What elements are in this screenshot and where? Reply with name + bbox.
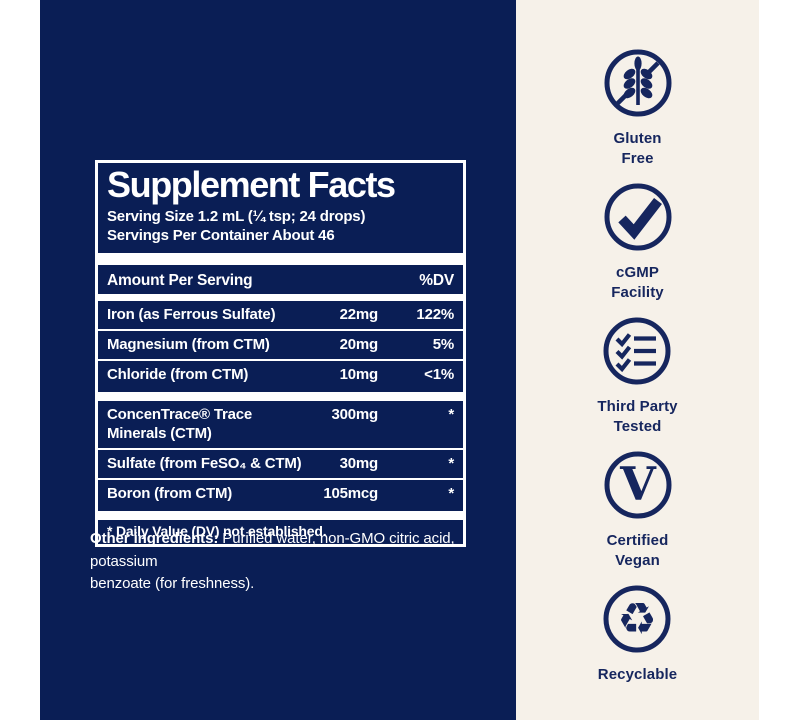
other-ingredients-text: Purified water, non-GMO citric acid, pot… (90, 530, 455, 570)
badge-third-party-tested: Third Party Tested (597, 314, 678, 436)
nutrient-name: ConcenTrace® Trace Minerals (CTM) (107, 406, 253, 442)
nutrient-amount: 105mcg (323, 485, 378, 502)
svg-text:♻: ♻ (618, 594, 657, 645)
divider-bar (98, 510, 463, 520)
nutrient-row-iron: Iron (as Ferrous Sulfate) 22mg 122% (107, 301, 454, 329)
badge-label: Recyclable (597, 666, 678, 683)
nutrient-name: Chloride (from CTM) (107, 366, 249, 383)
nutrient-row-chloride: Chloride (from CTM) 10mg <1% (107, 361, 454, 389)
row-separator (98, 358, 463, 361)
letter-v-icon: V (604, 451, 671, 519)
badge-label: Third Party Tested (597, 398, 678, 435)
amount-per-serving-header: Amount Per Serving (107, 271, 253, 289)
nutrient-dv: * (448, 406, 454, 423)
nutrient-amount: 10mg (339, 366, 379, 383)
daily-value-footnote: * Daily Value (DV) not established. (107, 522, 327, 539)
badge-certified-vegan: V Certified Vegan (601, 448, 675, 570)
other-ingredients-label: Other ingredients: (90, 530, 219, 547)
row-separator (98, 477, 463, 480)
nutrient-row-concentrace: ConcenTrace® Trace Minerals (CTM) 300mg … (107, 401, 454, 448)
row-separator (98, 447, 463, 450)
nutrient-amount: 22mg (339, 306, 379, 323)
divider-bar (98, 391, 463, 401)
nutrient-row-sulfate: Sulfate (from FeSO₄ & CTM) 30mg * (107, 450, 454, 478)
svg-text:V: V (619, 457, 657, 511)
nutrient-name: Boron (from CTM) (107, 485, 233, 502)
nutrient-row-magnesium: Magnesium (from CTM) 20mg 5% (107, 331, 454, 359)
other-ingredients-text: benzoate (for freshness). (90, 575, 255, 592)
other-ingredients: Other ingredients: Purified water, non-G… (90, 528, 520, 596)
label-card: Supplement Facts Serving Size 1.2 mL (¼ … (40, 0, 759, 720)
badge-label: Certified Vegan (606, 532, 669, 569)
wheat-crossed-icon (604, 49, 671, 117)
nutrient-amount: 300mg (331, 406, 378, 423)
recycle-icon: ♻ (603, 585, 671, 653)
badge-label: Gluten Free (613, 130, 662, 167)
badge-cgmp-facility: cGMP Facility (601, 180, 675, 302)
nutrient-dv: * (448, 455, 454, 472)
supplement-facts-panel: Supplement Facts Serving Size 1.2 mL (¼ … (95, 160, 466, 547)
checkmark-icon (604, 183, 671, 251)
nutrient-row-boron: Boron (from CTM) 105mcg * (107, 480, 454, 508)
serving-size: Serving Size 1.2 mL (¼ tsp; 24 drops) (107, 207, 366, 225)
divider-bar (98, 252, 463, 265)
badge-recyclable: ♻ Recyclable (598, 582, 677, 685)
nutrient-amount: 30mg (339, 455, 379, 472)
checklist-icon (603, 317, 671, 385)
row-separator (98, 328, 463, 331)
panel-title: Supplement Facts (107, 164, 396, 205)
nutrient-dv: 122% (416, 306, 454, 323)
certifications-panel: Gluten Free cGMP Facility (516, 0, 759, 720)
nutrient-dv: <1% (424, 366, 454, 383)
nutrient-name: Sulfate (from FeSO₄ & CTM) (107, 455, 302, 472)
column-header-row: Amount Per Serving %DV (107, 265, 454, 294)
nutrient-dv: * (448, 485, 454, 502)
divider-bar (98, 293, 463, 301)
label-front-panel: Supplement Facts Serving Size 1.2 mL (¼ … (40, 0, 516, 720)
nutrient-dv: 5% (432, 336, 454, 353)
servings-per-container: Servings Per Container About 46 (107, 226, 335, 244)
nutrient-name: Magnesium (from CTM) (107, 336, 270, 353)
nutrient-name: Iron (as Ferrous Sulfate) (107, 306, 276, 323)
badge-label: cGMP Facility (611, 264, 664, 301)
dv-header: %DV (419, 271, 454, 289)
nutrient-amount: 20mg (339, 336, 379, 353)
badge-gluten-free: Gluten Free (601, 46, 675, 168)
